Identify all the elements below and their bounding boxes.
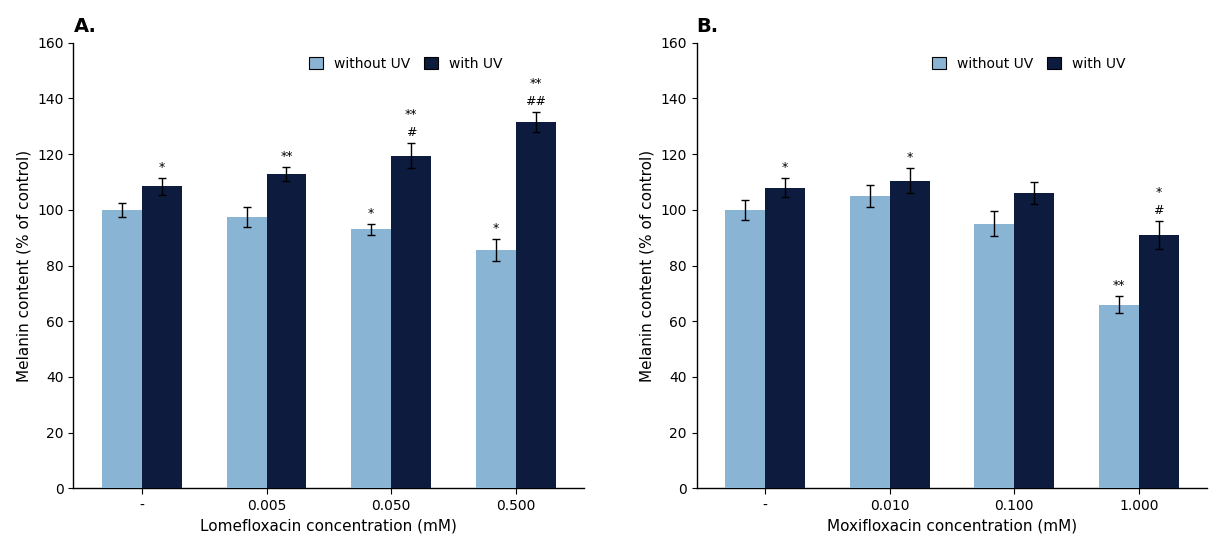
Y-axis label: Melanin content (% of control): Melanin content (% of control) xyxy=(17,150,32,382)
Legend: without UV, with UV: without UV, with UV xyxy=(925,50,1132,78)
Bar xyxy=(725,210,765,488)
Bar xyxy=(142,186,182,488)
Bar xyxy=(102,210,142,488)
Text: *: * xyxy=(782,161,788,174)
Bar xyxy=(849,196,890,488)
Bar xyxy=(476,250,515,488)
Text: *: * xyxy=(368,207,375,219)
Text: **: ** xyxy=(405,108,417,121)
Bar xyxy=(267,174,306,488)
Bar xyxy=(974,224,1015,488)
Text: **: ** xyxy=(280,150,293,163)
Bar xyxy=(226,217,267,488)
Bar xyxy=(1099,305,1138,488)
Bar xyxy=(392,156,431,488)
Bar xyxy=(1138,235,1179,488)
Bar xyxy=(351,229,392,488)
Bar xyxy=(515,122,556,488)
Text: **: ** xyxy=(1113,279,1125,292)
X-axis label: Moxifloxacin concentration (mM): Moxifloxacin concentration (mM) xyxy=(827,518,1077,534)
Text: ##: ## xyxy=(525,95,546,108)
X-axis label: Lomefloxacin concentration (mM): Lomefloxacin concentration (mM) xyxy=(201,518,458,534)
Legend: without UV, with UV: without UV, with UV xyxy=(301,50,509,78)
Bar xyxy=(1015,193,1054,488)
Text: #: # xyxy=(406,126,416,139)
Bar xyxy=(890,180,929,488)
Text: *: * xyxy=(907,151,913,164)
Text: #: # xyxy=(1153,204,1164,217)
Text: *: * xyxy=(492,222,499,235)
Text: *: * xyxy=(1155,186,1162,199)
Text: B.: B. xyxy=(696,16,718,36)
Text: *: * xyxy=(159,161,165,174)
Text: **: ** xyxy=(530,77,542,90)
Y-axis label: Melanin content (% of control): Melanin content (% of control) xyxy=(640,150,655,382)
Text: A.: A. xyxy=(73,16,97,36)
Bar xyxy=(765,188,805,488)
